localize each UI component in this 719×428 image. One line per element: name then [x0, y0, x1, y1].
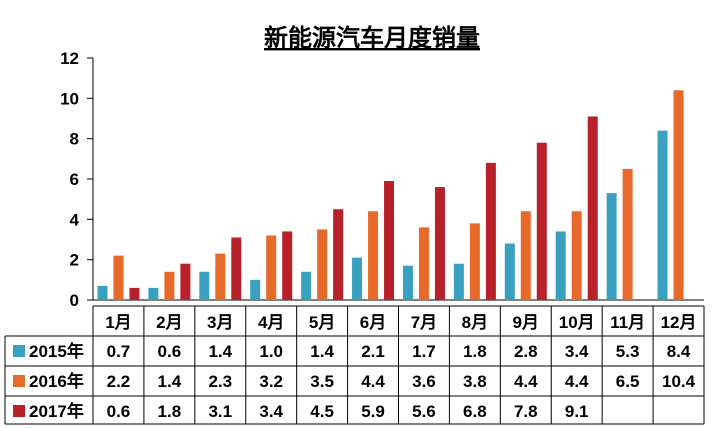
bar-3-10	[587, 116, 598, 300]
table-cell-value: 4.4	[361, 372, 385, 391]
bar-2-8	[469, 223, 480, 300]
category-label: 9月	[513, 313, 539, 332]
table-cell-value: 0.6	[158, 342, 182, 361]
category-label: 8月	[462, 313, 488, 332]
y-tick-label: 12	[60, 49, 79, 68]
bars	[97, 90, 684, 301]
bar-3-8	[485, 162, 496, 300]
table-cell-value: 1.4	[310, 342, 334, 361]
bar-1-9	[504, 243, 515, 300]
bar-3-7	[434, 187, 445, 300]
table-cell-value: 3.1	[208, 402, 232, 421]
category-label: 10月	[559, 313, 595, 332]
bar-3-4	[282, 231, 293, 300]
table-cell-value: 3.4	[565, 342, 589, 361]
bar-2-4	[266, 235, 277, 300]
table-cell-value: 1.8	[463, 342, 487, 361]
table-cell-value: 0.6	[107, 402, 131, 421]
bar-1-10	[555, 231, 566, 300]
table-cell-value: 1.4	[158, 372, 182, 391]
bar-2-6	[368, 211, 379, 300]
table-cell-value: 3.4	[259, 402, 283, 421]
y-tick-label: 6	[70, 170, 79, 189]
category-label: 3月	[207, 313, 233, 332]
table-cell-value: 5.9	[361, 402, 385, 421]
bar-1-8	[453, 263, 464, 300]
bar-3-1	[129, 287, 140, 300]
y-tick-label: 2	[70, 251, 79, 270]
table-cell-value: 6.8	[463, 402, 487, 421]
bar-2-3	[215, 253, 226, 300]
table-cell-value: 4.4	[514, 372, 538, 391]
bar-1-4	[250, 279, 261, 300]
table-cell-value: 1.8	[158, 402, 182, 421]
table-cell-value: 7.8	[514, 402, 538, 421]
table-cell-value: 5.3	[616, 342, 640, 361]
table-cell-value: 3.5	[310, 372, 334, 391]
bar-3-3	[231, 237, 242, 300]
bar-3-5	[333, 209, 344, 300]
legend-swatch	[13, 375, 25, 387]
category-label: 7月	[411, 313, 437, 332]
table-cell-value: 2.2	[107, 372, 131, 391]
table-cell-value: 9.1	[565, 402, 589, 421]
bar-3-9	[536, 142, 547, 300]
y-tick-label: 4	[70, 210, 80, 229]
table-cell-value: 2.1	[361, 342, 385, 361]
category-label: 1月	[105, 313, 131, 332]
bar-1-1	[97, 285, 108, 300]
bar-1-6	[352, 257, 363, 300]
bar-2-5	[317, 229, 328, 300]
table-cell-value: 3.6	[412, 372, 436, 391]
y-tick-label: 10	[60, 89, 79, 108]
legend-label: 2016年	[29, 371, 84, 391]
bar-2-11	[622, 168, 633, 300]
bar-1-11	[606, 193, 617, 300]
chart-title: 新能源汽车月度销量	[264, 24, 480, 52]
bar-2-7	[418, 227, 429, 300]
table-cell-value: 10.4	[662, 372, 696, 391]
table-cell-value: 6.5	[616, 372, 640, 391]
table-cell-value: 2.8	[514, 342, 538, 361]
category-label: 12月	[661, 313, 697, 332]
table-cell-value: 4.4	[565, 372, 589, 391]
bar-3-2	[180, 263, 191, 300]
category-label: 2月	[156, 313, 182, 332]
bar-2-1	[113, 255, 124, 300]
data-table: 1月 2月 3月 4月 5月 6月 7月 8月 9月 10月 11月 12月 2015年 0.7 0.6 1.…	[4, 305, 705, 425]
bar-2-12	[673, 90, 684, 301]
bar-1-2	[148, 287, 159, 300]
table-cell-value: 2.3	[208, 372, 232, 391]
bar-3-6	[384, 181, 395, 300]
bar-1-12	[657, 130, 668, 300]
y-tick-label: 0	[70, 291, 79, 310]
table-cell-value: 8.4	[667, 342, 691, 361]
legend-swatch	[13, 405, 25, 417]
category-label: 4月	[258, 313, 284, 332]
category-label: 5月	[309, 313, 335, 332]
table-cell-value: 1.0	[259, 342, 283, 361]
table-cell-value: 0.7	[107, 342, 131, 361]
bar-1-7	[402, 265, 413, 300]
table-cell-value: 4.5	[310, 402, 334, 421]
bar-2-2	[164, 271, 175, 300]
legend-label: 2015年	[29, 341, 84, 361]
table-cell-value: 1.7	[412, 342, 436, 361]
table-cell-value: 3.2	[259, 372, 283, 391]
bar-2-9	[520, 211, 531, 300]
table-cell-value: 1.4	[208, 342, 232, 361]
category-label: 6月	[360, 313, 386, 332]
y-tick-label: 8	[70, 130, 79, 149]
bar-1-3	[199, 271, 210, 300]
table-cell-value: 5.6	[412, 402, 436, 421]
bar-2-10	[571, 211, 582, 300]
category-label: 11月	[610, 313, 645, 332]
legend-swatch	[13, 345, 25, 357]
table-cell-value: 3.8	[463, 372, 487, 391]
y-axis: 0 2 4 6 8 10 12	[60, 49, 704, 310]
legend-label: 2017年	[29, 401, 84, 421]
bar-1-5	[301, 271, 312, 300]
